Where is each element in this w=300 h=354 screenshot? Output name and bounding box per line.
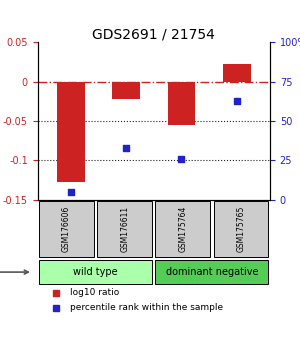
Text: log10 ratio: log10 ratio <box>70 289 119 297</box>
Text: percentile rank within the sample: percentile rank within the sample <box>70 303 223 312</box>
Bar <box>57 82 85 182</box>
FancyBboxPatch shape <box>39 201 94 257</box>
FancyBboxPatch shape <box>155 260 268 284</box>
Text: strain: strain <box>0 267 28 277</box>
Text: GSM176611: GSM176611 <box>120 206 129 252</box>
Text: wild type: wild type <box>73 267 118 277</box>
FancyBboxPatch shape <box>39 260 152 284</box>
Bar <box>223 64 250 82</box>
FancyBboxPatch shape <box>98 201 152 257</box>
Bar <box>112 82 140 99</box>
Title: GDS2691 / 21754: GDS2691 / 21754 <box>92 27 215 41</box>
Point <box>124 145 128 150</box>
Point <box>68 189 73 195</box>
Text: GSM175765: GSM175765 <box>236 206 245 252</box>
Point <box>234 98 239 103</box>
Point <box>179 156 184 162</box>
Text: GSM176606: GSM176606 <box>62 206 71 252</box>
Bar <box>168 82 195 125</box>
Text: dominant negative: dominant negative <box>166 267 258 277</box>
FancyBboxPatch shape <box>214 201 268 257</box>
Text: GSM175764: GSM175764 <box>178 206 187 252</box>
FancyBboxPatch shape <box>155 201 210 257</box>
